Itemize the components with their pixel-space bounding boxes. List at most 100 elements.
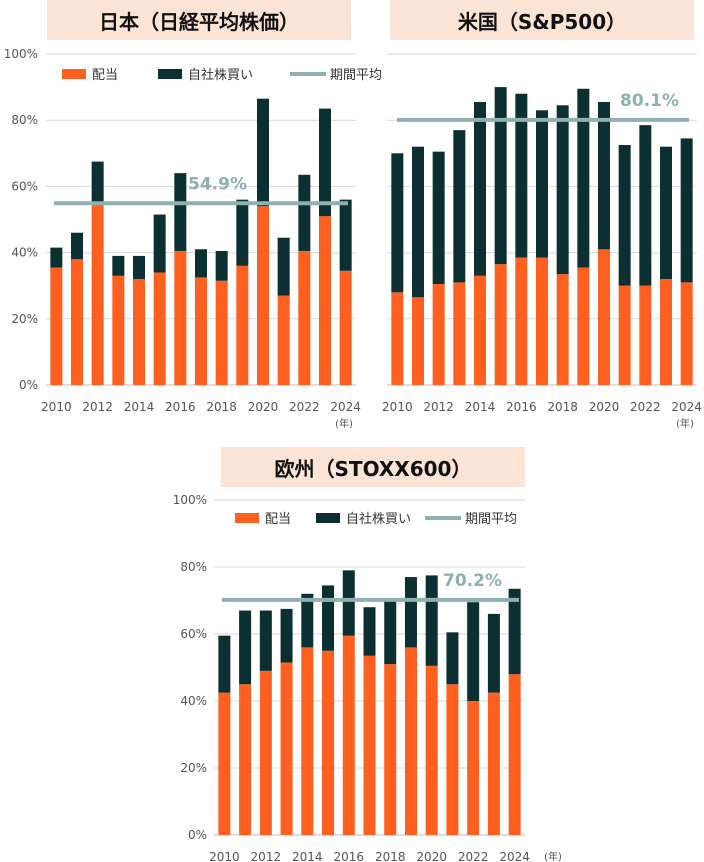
bar-buyback-europe-2021 — [446, 632, 459, 685]
bar-buyback-europe-2012 — [259, 610, 272, 671]
bar-dividend-us-2021 — [618, 285, 631, 385]
bar-dividend-japan-2011 — [71, 259, 83, 385]
bar-dividend-europe-2015 — [322, 650, 335, 835]
bar-dividend-europe-2022 — [467, 701, 480, 835]
bar-buyback-us-2018 — [556, 105, 569, 275]
bar-buyback-europe-2015 — [322, 585, 335, 651]
bar-dividend-us-2018 — [556, 274, 569, 385]
x-tick-label-us: 2018 — [547, 400, 578, 414]
bar-dividend-us-2022 — [639, 285, 652, 385]
bar-buyback-us-2024 — [680, 138, 693, 283]
bar-buyback-us-2019 — [577, 88, 590, 268]
bar-buyback-us-2012 — [432, 151, 445, 285]
bar-buyback-japan-2022 — [298, 174, 311, 251]
average-label-us: 80.1% — [620, 91, 679, 111]
bar-dividend-europe-2017 — [363, 655, 376, 835]
bar-dividend-us-2015 — [494, 264, 507, 385]
y-tick-label-japan: 60% — [11, 179, 38, 193]
legend-swatch-dividend-japan — [62, 69, 86, 79]
x-tick-label-europe: 2010 — [209, 850, 240, 862]
bar-buyback-japan-2015 — [153, 214, 166, 273]
legend-label-buyback-japan: 自社株買い — [188, 67, 253, 83]
bar-dividend-europe-2021 — [446, 684, 459, 835]
bar-dividend-us-2019 — [577, 267, 590, 385]
bar-buyback-japan-2023 — [319, 108, 331, 217]
y-tick-label-japan: 0% — [19, 378, 38, 392]
y-tick-label-europe: 0% — [188, 828, 207, 842]
y-tick-label-europe: 40% — [180, 694, 207, 708]
bar-dividend-japan-2024 — [339, 270, 352, 385]
bar-dividend-us-2024 — [680, 282, 693, 385]
legend-swatch-buyback-europe — [316, 513, 340, 523]
legend-label-buyback-europe: 自社株買い — [346, 511, 411, 527]
bar-dividend-japan-2022 — [298, 250, 311, 385]
bar-buyback-japan-2019 — [236, 199, 249, 266]
x-tick-label-europe: 2024 — [499, 850, 530, 862]
y-tick-label-japan: 20% — [11, 312, 38, 326]
bar-buyback-us-2014 — [474, 101, 486, 276]
x-tick-label-europe: 2020 — [416, 850, 447, 862]
x-tick-label-japan: 2024 — [330, 400, 361, 414]
bar-buyback-japan-2013 — [112, 255, 125, 276]
bar-dividend-japan-2014 — [133, 279, 145, 385]
bar-buyback-japan-2016 — [174, 173, 187, 251]
bar-buyback-us-2017 — [536, 110, 548, 258]
bar-buyback-europe-2022 — [467, 602, 480, 701]
bar-dividend-japan-2010 — [50, 267, 63, 385]
x-tick-label-japan: 2016 — [165, 400, 196, 414]
bar-dividend-us-2020 — [598, 249, 610, 385]
x-tick-label-europe: 2012 — [251, 850, 282, 862]
bar-buyback-japan-2017 — [195, 249, 207, 278]
bar-buyback-europe-2020 — [425, 575, 438, 666]
x-tick-label-us: 2020 — [589, 400, 620, 414]
bar-dividend-japan-2020 — [257, 206, 269, 385]
bar-dividend-us-2017 — [536, 257, 548, 385]
bar-buyback-us-2020 — [598, 101, 610, 250]
bar-buyback-europe-2013 — [280, 608, 293, 663]
bar-dividend-europe-2013 — [280, 662, 293, 835]
bar-dividend-europe-2018 — [384, 664, 397, 835]
bar-buyback-japan-2024 — [339, 199, 352, 271]
bar-dividend-japan-2016 — [174, 250, 187, 385]
bar-dividend-us-2013 — [453, 282, 466, 385]
bar-buyback-europe-2010 — [218, 635, 231, 693]
bar-buyback-europe-2011 — [239, 610, 252, 685]
bar-buyback-us-2011 — [412, 146, 424, 298]
bar-dividend-japan-2018 — [215, 280, 228, 385]
chart-title-japan: 日本（日経平均株価） — [47, 0, 351, 40]
chart-title-europe: 欧州（STOXX600） — [221, 447, 525, 487]
y-tick-label-europe: 80% — [180, 560, 207, 574]
bar-dividend-us-2012 — [432, 284, 445, 385]
x-tick-label-japan: 2014 — [124, 400, 155, 414]
bar-buyback-europe-2016 — [342, 570, 355, 636]
bar-buyback-japan-2010 — [50, 247, 63, 268]
x-tick-label-japan: 2018 — [206, 400, 237, 414]
bar-dividend-japan-2017 — [195, 277, 207, 385]
bar-buyback-japan-2014 — [133, 255, 145, 280]
bar-buyback-europe-2023 — [487, 613, 500, 693]
average-label-japan: 54.9% — [188, 174, 247, 194]
bar-dividend-europe-2019 — [404, 647, 417, 835]
bar-dividend-europe-2012 — [259, 670, 272, 835]
bar-buyback-us-2010 — [391, 153, 404, 293]
x-tick-label-us: 2016 — [506, 400, 537, 414]
bar-dividend-us-2010 — [391, 292, 404, 385]
x-unit-label-us: (年) — [676, 417, 694, 430]
bar-buyback-japan-2021 — [277, 237, 290, 296]
bar-buyback-japan-2012 — [91, 161, 104, 205]
bar-buyback-europe-2018 — [384, 598, 397, 665]
bar-dividend-japan-2021 — [277, 295, 290, 385]
y-tick-label-europe: 60% — [180, 627, 207, 641]
bar-buyback-japan-2011 — [71, 232, 83, 260]
bar-buyback-us-2015 — [494, 87, 507, 265]
bar-buyback-us-2023 — [660, 146, 672, 280]
y-tick-label-japan: 40% — [11, 246, 38, 260]
bar-buyback-europe-2014 — [301, 593, 314, 648]
y-tick-label-europe: 100% — [173, 493, 207, 507]
bar-dividend-us-2014 — [474, 275, 486, 385]
bar-dividend-europe-2010 — [218, 692, 231, 835]
average-label-europe: 70.2% — [443, 571, 502, 591]
bar-dividend-europe-2016 — [342, 635, 355, 835]
legend-label-dividend-japan: 配当 — [92, 68, 118, 83]
y-tick-label-japan: 100% — [4, 47, 38, 61]
